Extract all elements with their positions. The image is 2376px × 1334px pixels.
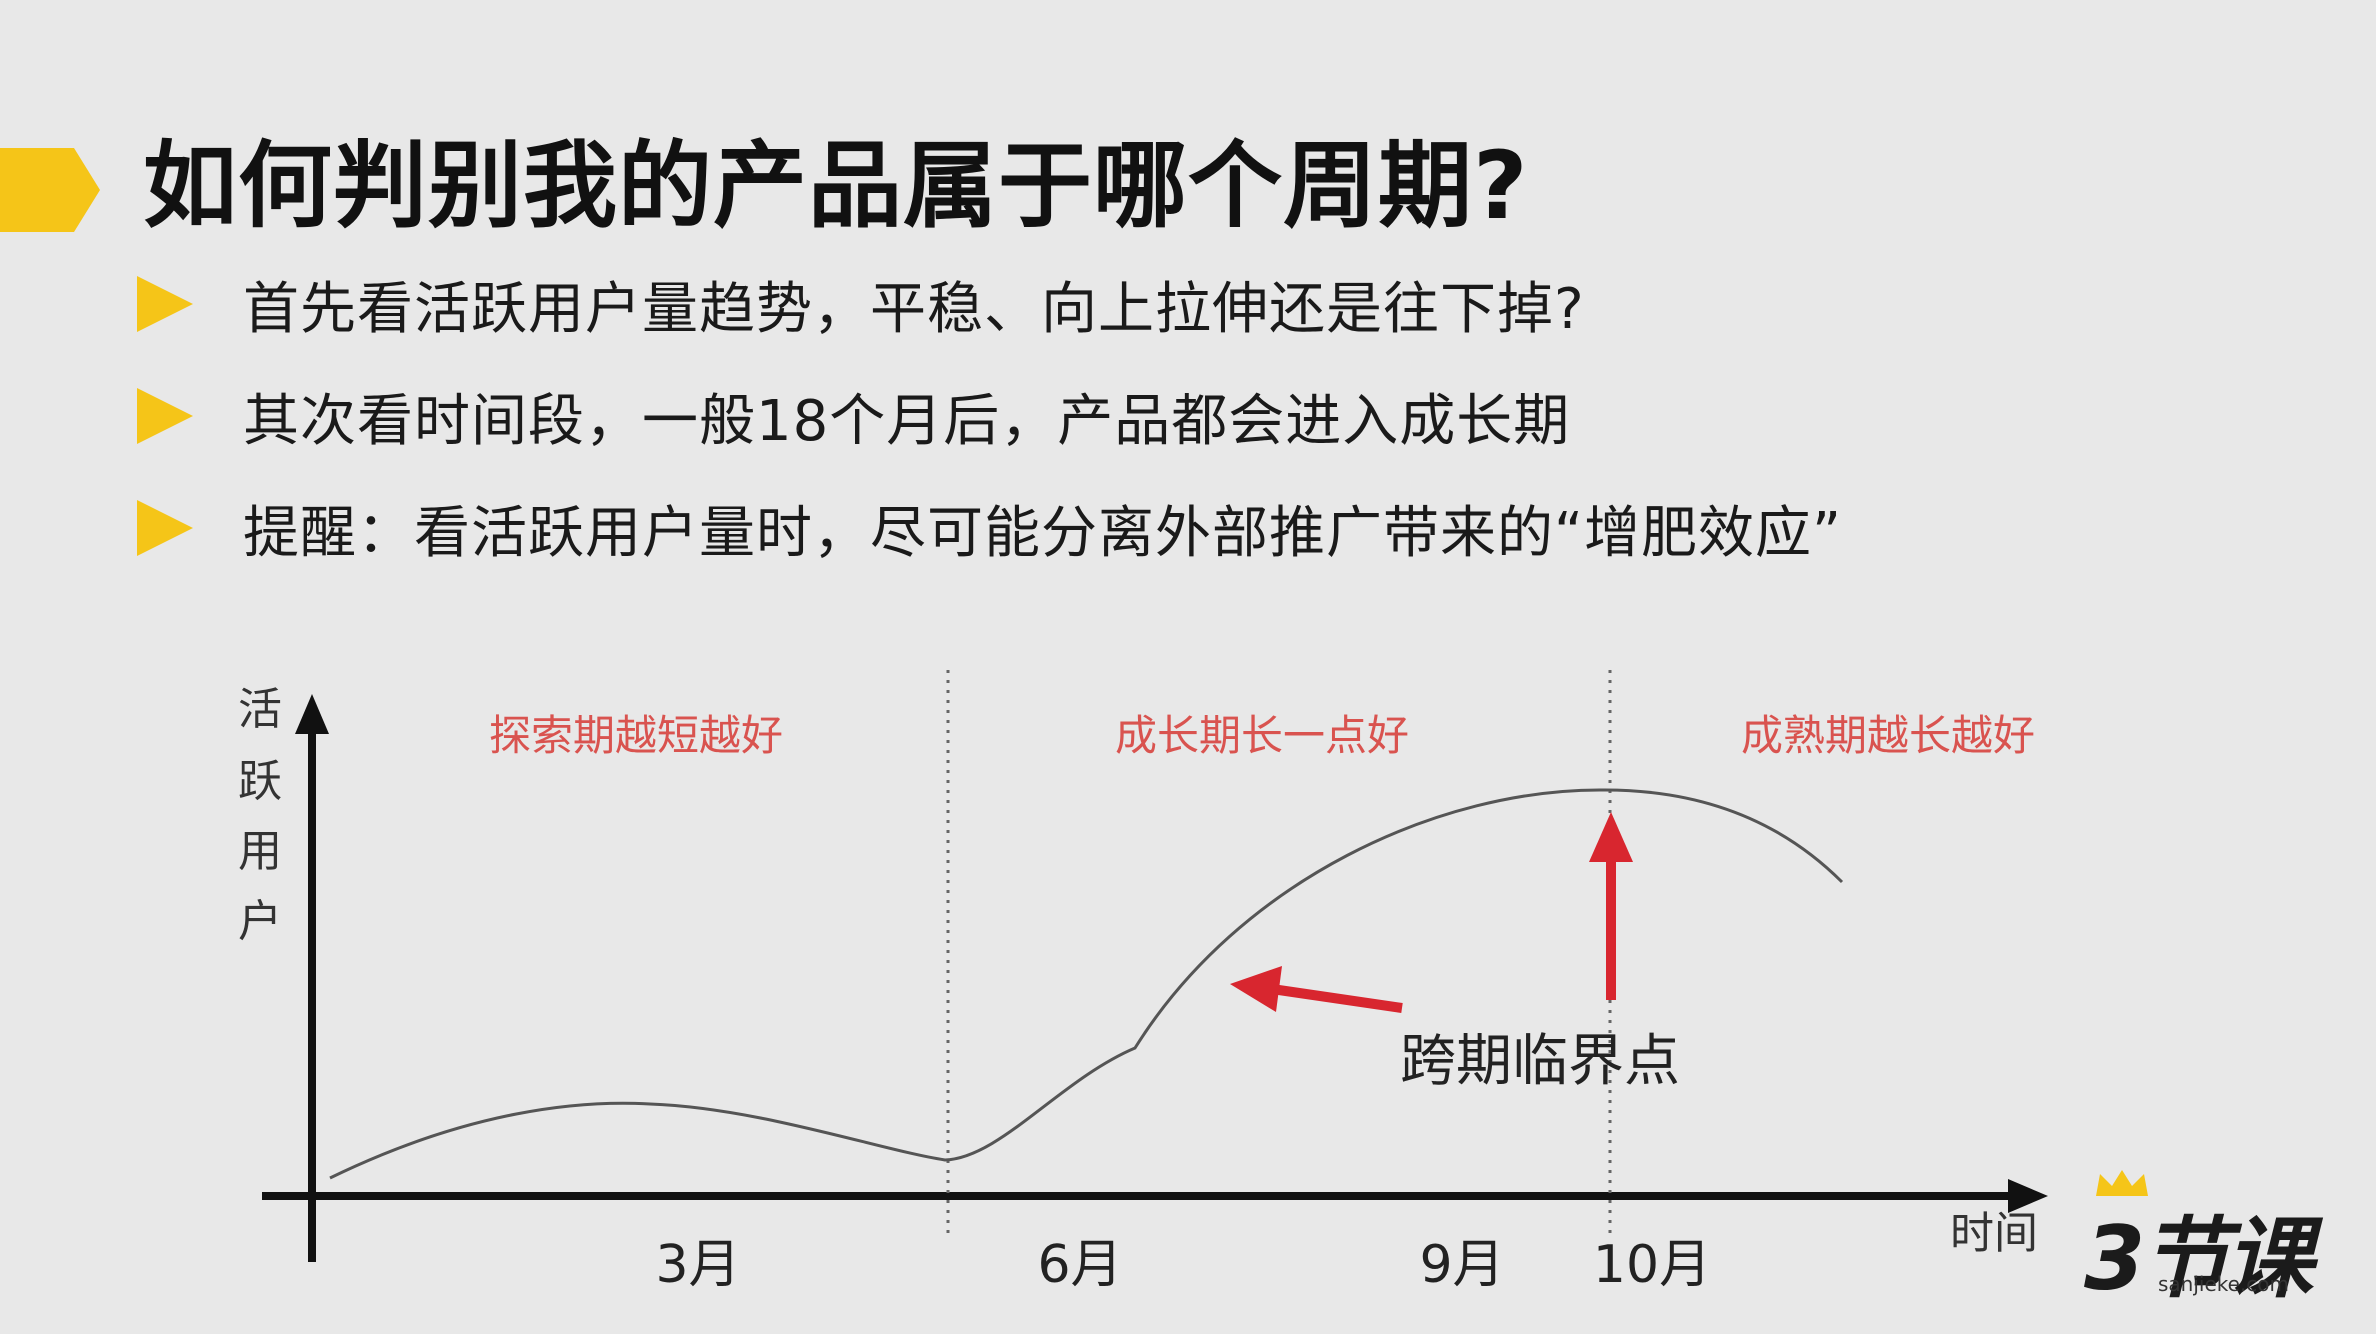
phase-label-mature: 成熟期越长越好: [1741, 711, 2035, 760]
bullet-triangle-icon: [137, 388, 193, 444]
brand-logo: 3节课 sanjieke.com: [2080, 1168, 2320, 1310]
bullet-text: 首先看活跃用户量趋势，平稳、向上拉伸还是往下掉?: [243, 276, 1585, 342]
x-tick-label: 6月: [1037, 1235, 1122, 1295]
crown-icon: [2096, 1170, 2148, 1196]
x-tick-label: 3月: [655, 1235, 740, 1295]
y-axis-arrow-icon: [295, 694, 329, 734]
bullet-text: 提醒：看活跃用户量时，尽可能分离外部推广带来的“增肥效应”: [243, 500, 1843, 566]
transition-arrow-shaft: [1271, 984, 1403, 1013]
x-tick-label: 10月: [1593, 1235, 1711, 1295]
bullet-text: 其次看时间段，一般18个月后，产品都会进入成长期: [243, 388, 1571, 454]
bullet-item: 其次看时间段，一般18个月后，产品都会进入成长期: [137, 376, 1570, 456]
bullet-item: 首先看活跃用户量趋势，平稳、向上拉伸还是往下掉?: [137, 264, 1585, 344]
phase-label-explore: 探索期越短越好: [489, 711, 783, 760]
title-marker-icon: [0, 148, 100, 232]
bullet-item: 提醒：看活跃用户量时，尽可能分离外部推广带来的“增肥效应”: [137, 488, 1842, 568]
x-axis-arrow-icon: [2008, 1179, 2048, 1213]
logo-domain: sanjieke.com: [2158, 1272, 2290, 1296]
x-tick-label: 9月: [1419, 1235, 1504, 1295]
phase-label-growth: 成长期长一点好: [1115, 711, 1409, 760]
bullet-triangle-icon: [137, 500, 193, 556]
lifecycle-curve: [329, 788, 1844, 1180]
x-axis-label: 时间: [1950, 1208, 2038, 1259]
y-axis-label-char: 户: [238, 896, 282, 947]
transition-arrow-head-icon: [1230, 966, 1282, 1012]
critical-point-label: 跨期临界点: [1400, 1029, 1680, 1094]
y-axis-label-char: 活: [238, 684, 282, 735]
y-axis-label-char: 用: [238, 826, 282, 877]
logo-wordmark: 3节课: [2084, 1207, 2313, 1310]
bullet-triangle-icon: [137, 276, 193, 332]
slide-title: 如何判别我的产品属于哪个周期?: [143, 132, 1529, 241]
peak-arrow-head-icon: [1589, 812, 1633, 862]
y-axis-label-char: 跃: [238, 756, 282, 807]
